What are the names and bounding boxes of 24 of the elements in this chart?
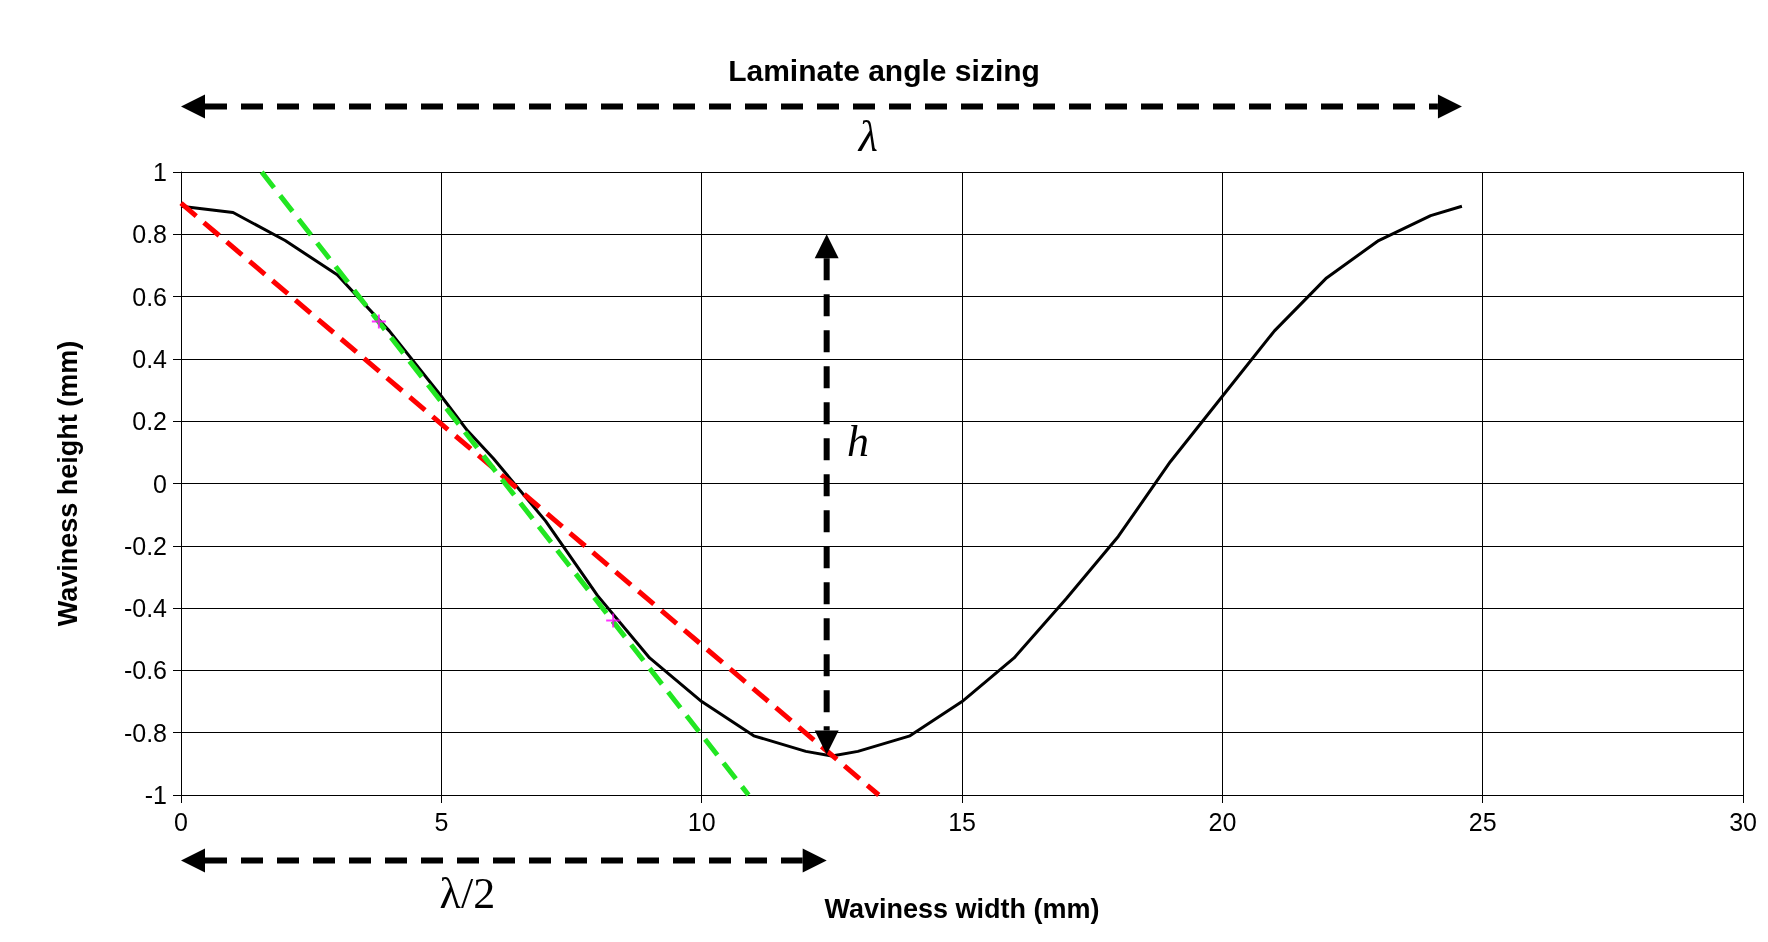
y-tick-label: 0 bbox=[153, 469, 167, 498]
x-axis-title: Waviness width (mm) bbox=[824, 893, 1100, 924]
text: λ bbox=[856, 111, 878, 161]
y-tick-label: -0.4 bbox=[123, 594, 168, 623]
y-tick-label: 0.8 bbox=[132, 220, 167, 249]
x-tick-label: 5 bbox=[434, 807, 449, 836]
y-tick-label: 0.4 bbox=[132, 344, 168, 373]
y-tick-label: 1 bbox=[153, 158, 167, 186]
y-tick-label: -0.2 bbox=[123, 531, 167, 560]
y-tick-label: -0.8 bbox=[123, 718, 167, 747]
x-tick-label: 0 bbox=[174, 807, 188, 836]
x-tick-label: 10 bbox=[687, 807, 716, 836]
y-tick-label: 0.2 bbox=[132, 407, 167, 436]
annotation: h bbox=[846, 417, 869, 467]
y-tick-label: 0.6 bbox=[132, 282, 167, 311]
chart-title: Laminate angle sizing bbox=[728, 53, 1040, 87]
x-tick-label: 15 bbox=[948, 807, 976, 836]
y-tick-label: -0.6 bbox=[123, 656, 167, 685]
y-tick-label: -1 bbox=[144, 781, 167, 809]
x-tick-label: 30 bbox=[1729, 807, 1757, 836]
x-tick-label: 25 bbox=[1468, 807, 1497, 836]
text: λ/2 bbox=[439, 868, 496, 918]
y-axis-title: Waviness height (mm) bbox=[52, 340, 83, 627]
x-tick-label: 20 bbox=[1208, 807, 1237, 836]
